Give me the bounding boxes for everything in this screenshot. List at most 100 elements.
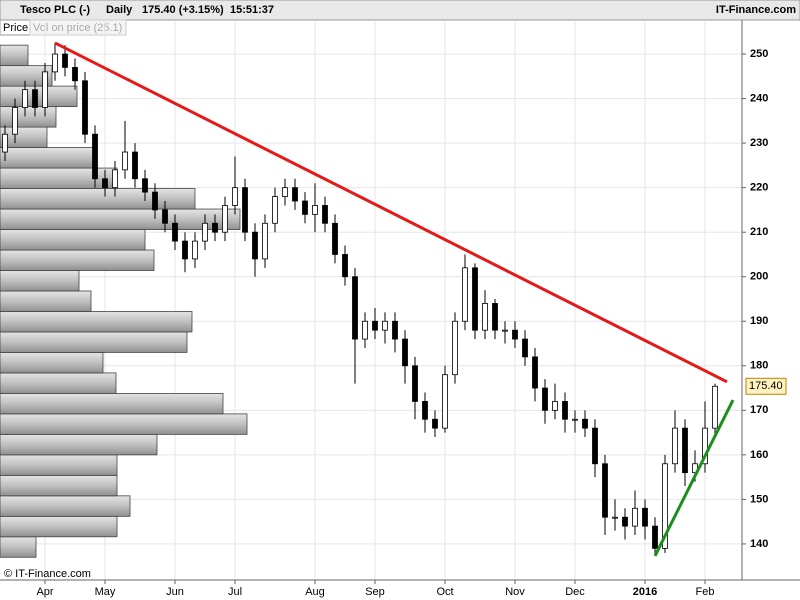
volume-profile-bar — [0, 311, 193, 333]
candle-body — [262, 222, 268, 260]
candle-body — [652, 525, 658, 549]
x-tick-label: Dec — [565, 586, 585, 598]
period: Daily — [106, 4, 133, 16]
candle-body — [252, 231, 258, 260]
tab-label[interactable]: Price — [3, 22, 28, 34]
candle-body — [612, 516, 618, 519]
candle-body — [422, 401, 428, 420]
y-tick-label: 240 — [750, 93, 768, 105]
volume-profile-bar — [0, 454, 118, 476]
candle-body — [532, 356, 538, 389]
candle-body — [212, 222, 218, 233]
y-tick-label: 160 — [750, 449, 768, 461]
candle-body — [302, 200, 308, 215]
volume-profile-bar — [0, 290, 92, 312]
candle-body — [52, 53, 58, 73]
last-price-box — [745, 377, 787, 395]
y-tick-label: 190 — [750, 315, 768, 327]
candle-body — [62, 53, 68, 68]
x-tick-label: Jul — [228, 586, 242, 598]
y-tick-label: 170 — [750, 404, 768, 416]
brand: IT-Finance.com — [716, 4, 796, 16]
candle-body — [272, 196, 278, 224]
volume-profile-bar — [0, 229, 146, 251]
volume-profile-bar — [0, 515, 118, 538]
candle-body — [432, 418, 438, 429]
candle-body — [442, 374, 448, 429]
candle-body — [112, 169, 118, 189]
candle-body — [322, 205, 328, 224]
candle-body — [202, 222, 208, 242]
volume-profile-bar — [0, 413, 248, 435]
last-price-label: 175.40 — [749, 380, 783, 392]
candle-body — [412, 365, 418, 402]
y-tick-label: 200 — [750, 271, 768, 283]
candle-body — [552, 401, 558, 411]
y-tick-label: 180 — [750, 360, 768, 372]
x-tick-label: Jun — [166, 586, 184, 598]
candle-body — [232, 187, 238, 206]
trend-line — [653, 399, 735, 557]
candle-body — [332, 222, 338, 255]
volume-profile-bar — [0, 433, 158, 456]
candle-body — [632, 507, 638, 527]
candle-body — [452, 320, 458, 376]
candle-body — [42, 71, 48, 108]
volume-profile-bar — [0, 147, 94, 169]
volume-profile-bar — [0, 249, 155, 271]
candle-body — [502, 329, 508, 332]
candle-body — [292, 187, 298, 202]
y-tick-label: 140 — [750, 538, 768, 550]
x-tick-label: Apr — [36, 586, 53, 598]
x-tick-label: Nov — [505, 586, 525, 598]
candle-body — [242, 187, 248, 233]
candle-body — [82, 80, 88, 135]
volume-profile-bar — [0, 474, 118, 497]
candle-body — [512, 329, 518, 340]
volume-profile-bar — [0, 495, 131, 517]
candle-body — [562, 401, 568, 420]
y-tick-label: 220 — [750, 182, 768, 194]
symbol: Tesco PLC (-) — [20, 4, 90, 16]
candle-body — [672, 427, 678, 465]
tab-label[interactable]: Vol on price (25.1) — [33, 22, 122, 34]
candle-body — [392, 320, 398, 340]
x-tick-label: 2016 — [633, 586, 657, 598]
candle-body — [372, 320, 378, 331]
candle-body — [22, 89, 28, 108]
candle-body — [662, 463, 668, 549]
volume-profile-bar — [0, 536, 37, 558]
candle-body — [352, 276, 358, 340]
candle-body — [572, 418, 578, 421]
candle-body — [602, 463, 608, 518]
candle-body — [282, 187, 288, 197]
candle-body — [642, 507, 648, 527]
candle-body — [102, 178, 108, 189]
candle-body — [522, 338, 528, 358]
x-tick-label: Feb — [696, 586, 715, 598]
header-bar — [0, 0, 800, 21]
x-tick-label: Sep — [365, 586, 385, 598]
candle-body — [582, 418, 588, 429]
candle-body — [192, 240, 198, 260]
tab[interactable] — [29, 19, 127, 36]
x-tick-label: May — [95, 586, 116, 598]
candle-body — [712, 385, 718, 429]
candle-body — [482, 303, 488, 331]
candle-body — [542, 387, 548, 411]
candle-body — [472, 267, 478, 331]
candle-body — [32, 89, 38, 108]
candle-body — [72, 67, 78, 82]
candle-body — [622, 516, 628, 527]
candle-body — [122, 151, 128, 171]
candle-body — [182, 240, 188, 260]
candle-body — [362, 320, 368, 340]
candle-body — [402, 338, 408, 367]
x-tick-label: Oct — [436, 586, 453, 598]
candle-body — [152, 191, 158, 211]
plot-area: 140 150 160 170 180 190 200 210 220 230 240 250 Apr M… — [0, 22, 768, 598]
y-tick-label: 250 — [750, 48, 768, 60]
volume-profile-bar — [0, 106, 57, 128]
footer: © IT-Finance.com — [4, 568, 91, 580]
candle-body — [382, 320, 388, 331]
